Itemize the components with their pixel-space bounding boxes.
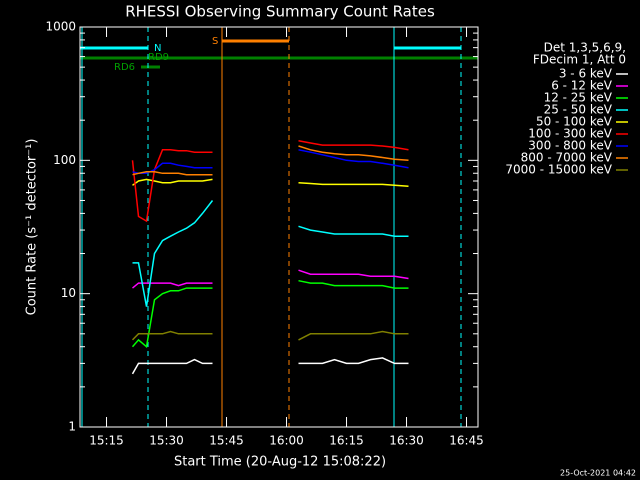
y-axis-label: Count Rate (s⁻¹ detector⁻¹)	[25, 139, 40, 316]
series-line	[131, 330, 409, 341]
series-line	[131, 279, 409, 349]
series-line	[132, 145, 409, 176]
series-line	[131, 357, 409, 375]
legend-label: 300 - 800 keV	[528, 139, 612, 153]
x-tick-label: 15:30	[149, 434, 184, 448]
x-tick-label: 16:30	[389, 434, 424, 448]
chart-title: RHESSI Observing Summary Count Rates	[125, 3, 435, 21]
x-tick-label: 15:15	[89, 434, 124, 448]
x-tick-label: 16:15	[329, 434, 364, 448]
x-tick-label: 15:45	[209, 434, 244, 448]
legend-header: Det 1,3,5,6,9,	[544, 41, 626, 55]
annotation: RD9	[148, 52, 169, 63]
legend-label: 25 - 50 keV	[544, 103, 613, 117]
series-line	[132, 178, 409, 187]
footer: 25-Oct-2021 04:42	[560, 469, 636, 478]
legend-header: FDecim 1, Att 0	[533, 53, 626, 67]
legend-label: 100 - 300 keV	[528, 127, 612, 141]
annotation: S	[212, 36, 218, 47]
legend-label: 50 - 100 keV	[536, 115, 613, 129]
annotation: N	[154, 43, 161, 54]
series-line	[132, 269, 409, 289]
x-tick-label: 16:45	[449, 434, 484, 448]
x-axis-label: Start Time (20-Aug-12 15:08:22)	[174, 455, 386, 470]
series-line	[132, 200, 409, 307]
legend-label: 7000 - 15000 keV	[505, 163, 612, 177]
legend-label: 6 - 12 keV	[551, 79, 613, 93]
series-line	[132, 149, 409, 175]
plot-frame	[79, 26, 479, 428]
series-line	[131, 140, 409, 223]
y-tick-label: 10	[61, 286, 76, 300]
y-tick-label: 1	[68, 420, 76, 434]
legend-label: 12 - 25 keV	[544, 91, 613, 105]
flag-bars: S N RD9 RD6	[80, 27, 478, 427]
x-tick-label: 16:00	[269, 434, 304, 448]
y-tick-label: 100	[53, 153, 76, 167]
annotation: RD6	[114, 62, 135, 73]
legend-label: 3 - 6 keV	[559, 67, 613, 81]
y-tick-label: 1000	[45, 20, 76, 34]
legend-label: 800 - 7000 keV	[521, 151, 613, 165]
